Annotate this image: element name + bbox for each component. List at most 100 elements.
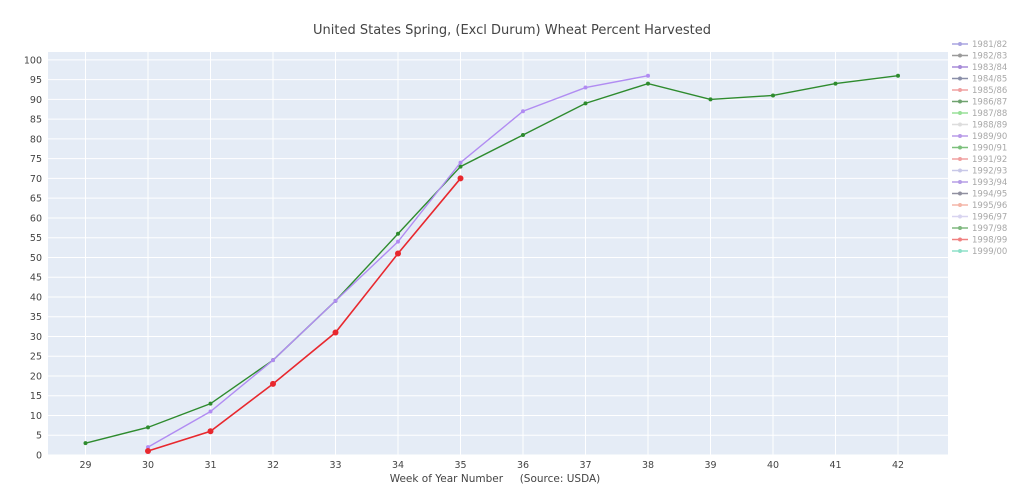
data-point [896,73,900,78]
legend-item: 1987/88 [952,109,1007,119]
x-tick-label: 39 [704,460,716,471]
data-point [271,358,275,363]
legend-label: 1999/00 [972,247,1007,257]
y-tick-label: 75 [30,154,42,165]
legend-swatch-marker [958,111,962,115]
x-tick-label: 35 [454,460,466,471]
data-point [833,81,838,86]
legend-item: 1996/97 [952,213,1007,223]
y-tick-label: 50 [30,253,42,264]
x-tick-label: 29 [79,460,91,471]
legend-item: 1994/95 [952,190,1007,200]
x-tick-label: 31 [204,460,216,471]
legend-label: 1995/96 [972,201,1007,211]
y-tick-label: 40 [30,292,42,303]
legend-item: 1985/86 [952,86,1007,96]
series-1997/98 [83,73,900,446]
legend-item: 1984/85 [952,75,1007,85]
x-tick-label: 40 [767,460,779,471]
x-tick-label: 34 [392,460,404,471]
legend-item: 1991/92 [952,155,1007,165]
data-point [646,73,650,78]
y-tick-label: 35 [30,312,42,323]
legend-item: 1998/99 [952,236,1007,246]
data-point [458,160,463,165]
data-point [583,85,588,90]
y-tick-label: 5 [36,431,42,442]
x-tick-label: 36 [517,460,529,471]
x-tick-label: 41 [829,460,841,471]
x-tick-label: 32 [267,460,279,471]
legend-swatch-marker [958,53,962,58]
y-tick-label: 85 [30,115,42,126]
data-point [270,380,276,387]
chart-title: United States Spring, (Excl Durum) Wheat… [313,23,711,38]
legend-swatch-marker [958,145,962,150]
legend-item: 1981/82 [952,40,1007,50]
series-1999/00 [145,175,464,455]
data-point [207,428,214,435]
legend-swatch-marker [958,180,962,184]
legend-item: 1982/83 [952,52,1007,62]
legend-swatch-marker [958,76,962,81]
legend-swatch-marker [958,122,962,127]
data-point [396,231,400,236]
legend-item: 1986/87 [952,98,1007,108]
data-point [146,425,150,430]
legend-item: 1988/89 [952,121,1007,131]
legend-swatch-marker [958,65,962,69]
legend-swatch-marker [958,249,962,253]
y-tick-label: 25 [30,352,42,363]
y-tick-label: 80 [30,134,42,145]
x-tick-label: 38 [642,460,654,471]
legend-label: 1998/99 [972,236,1007,246]
legend-swatch-marker [958,203,962,207]
legend-swatch-marker [958,226,962,230]
x-axis-label: Week of Year Number (Source: USDA) [390,473,601,485]
y-axis: 0 5 10 15 20 25 30 35 40 45 50 55 60 65 70 75 80 85 90 95 10… [24,55,42,461]
legend-item: 1983/84 [952,63,1007,73]
legend-label: 1993/94 [972,178,1007,188]
y-tick-label: 65 [30,194,42,205]
legend-swatch-marker [958,99,962,104]
y-tick-label: 45 [30,273,42,284]
data-point [583,101,588,106]
x-tick-label: 30 [142,460,154,471]
legend-swatch-marker [958,237,962,242]
legend-item: 1995/96 [952,201,1007,211]
series-line [85,75,899,444]
legend-swatch-marker [958,134,962,138]
data-point [83,441,88,446]
legend-item: 1997/98 [952,224,1007,234]
legend-label: 1991/92 [972,155,1007,165]
data-point [646,81,650,86]
legend-label: 1992/93 [972,167,1007,177]
legend-label: 1984/85 [972,75,1007,85]
x-axis: 29 30 31 32 33 34 35 36 37 38 39 40 41 42 [79,460,904,471]
series [83,73,900,455]
data-point [396,239,400,244]
y-tick-label: 70 [30,174,42,185]
legend-swatch-marker [958,42,962,46]
x-tick-label: 42 [892,460,904,471]
x-tick-label: 33 [329,460,341,471]
y-tick-label: 95 [30,75,42,86]
data-point [521,132,525,137]
y-tick-label: 10 [30,411,42,422]
legend-swatch-marker [958,157,962,161]
legend-swatch-marker [958,88,962,92]
grid [48,52,948,456]
x-tick-label: 37 [579,460,591,471]
legend-item: 1990/91 [952,144,1007,154]
legend-label: 1994/95 [972,190,1007,200]
legend-item: 1989/90 [952,132,1007,142]
y-tick-label: 55 [30,233,42,244]
y-tick-label: 15 [30,391,42,402]
data-point [145,448,151,455]
legend-item: 1999/00 [952,247,1007,257]
y-tick-label: 60 [30,213,42,224]
series-line [147,177,462,452]
data-point [521,109,525,114]
